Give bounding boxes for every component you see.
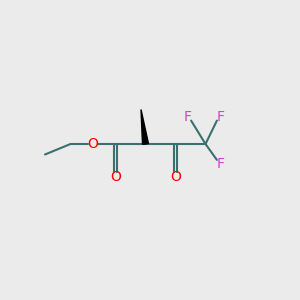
Text: O: O	[88, 137, 98, 151]
Text: O: O	[110, 170, 121, 184]
Text: F: F	[217, 157, 224, 170]
Text: O: O	[170, 170, 181, 184]
Polygon shape	[141, 110, 148, 144]
Text: F: F	[184, 110, 191, 124]
Text: F: F	[217, 110, 224, 124]
